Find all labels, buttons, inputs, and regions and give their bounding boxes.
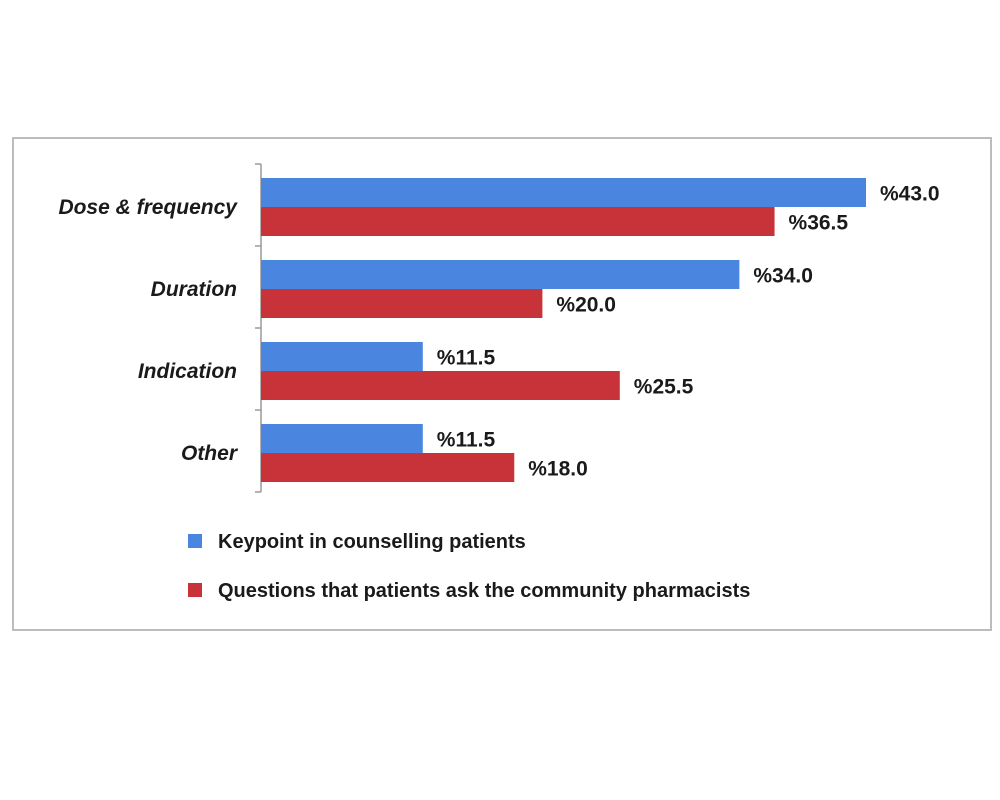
- category-label: Other: [181, 442, 239, 465]
- data-label: %20.0: [556, 294, 616, 317]
- bars: [261, 178, 866, 482]
- data-label: %36.5: [789, 212, 849, 235]
- category-label: Indication: [138, 360, 237, 383]
- bar-questions: [261, 453, 515, 482]
- data-label: %11.5: [437, 429, 496, 452]
- category-label: Dose & frequency: [58, 196, 238, 219]
- legend-swatch: [188, 583, 202, 597]
- bar-keypoint: [261, 178, 866, 207]
- category-axis: [255, 163, 262, 493]
- data-label: %18.0: [528, 458, 588, 481]
- data-label: %11.5: [437, 347, 496, 370]
- category-label: Duration: [151, 278, 237, 301]
- data-label: %34.0: [753, 265, 813, 288]
- data-label: %43.0: [880, 183, 940, 206]
- category-labels: Dose & frequency Duration Indication Other: [58, 196, 238, 465]
- legend-label: Keypoint in counselling patients: [218, 531, 526, 553]
- legend: Keypoint in counselling patients Question…: [188, 531, 750, 602]
- legend-label: Questions that patients ask the communit…: [218, 580, 750, 602]
- data-label: %25.5: [634, 376, 694, 399]
- bar-questions: [261, 371, 620, 400]
- bar-keypoint: [261, 424, 423, 453]
- value-labels: %43.0 %36.5 %34.0 %20.0 %11.5 %25.5 %11.5 %18.0: [437, 183, 940, 481]
- bar-questions: [261, 289, 543, 318]
- bar-questions: [261, 207, 775, 236]
- bar-keypoint: [261, 342, 423, 371]
- bar-keypoint: [261, 260, 740, 289]
- legend-swatch: [188, 534, 202, 548]
